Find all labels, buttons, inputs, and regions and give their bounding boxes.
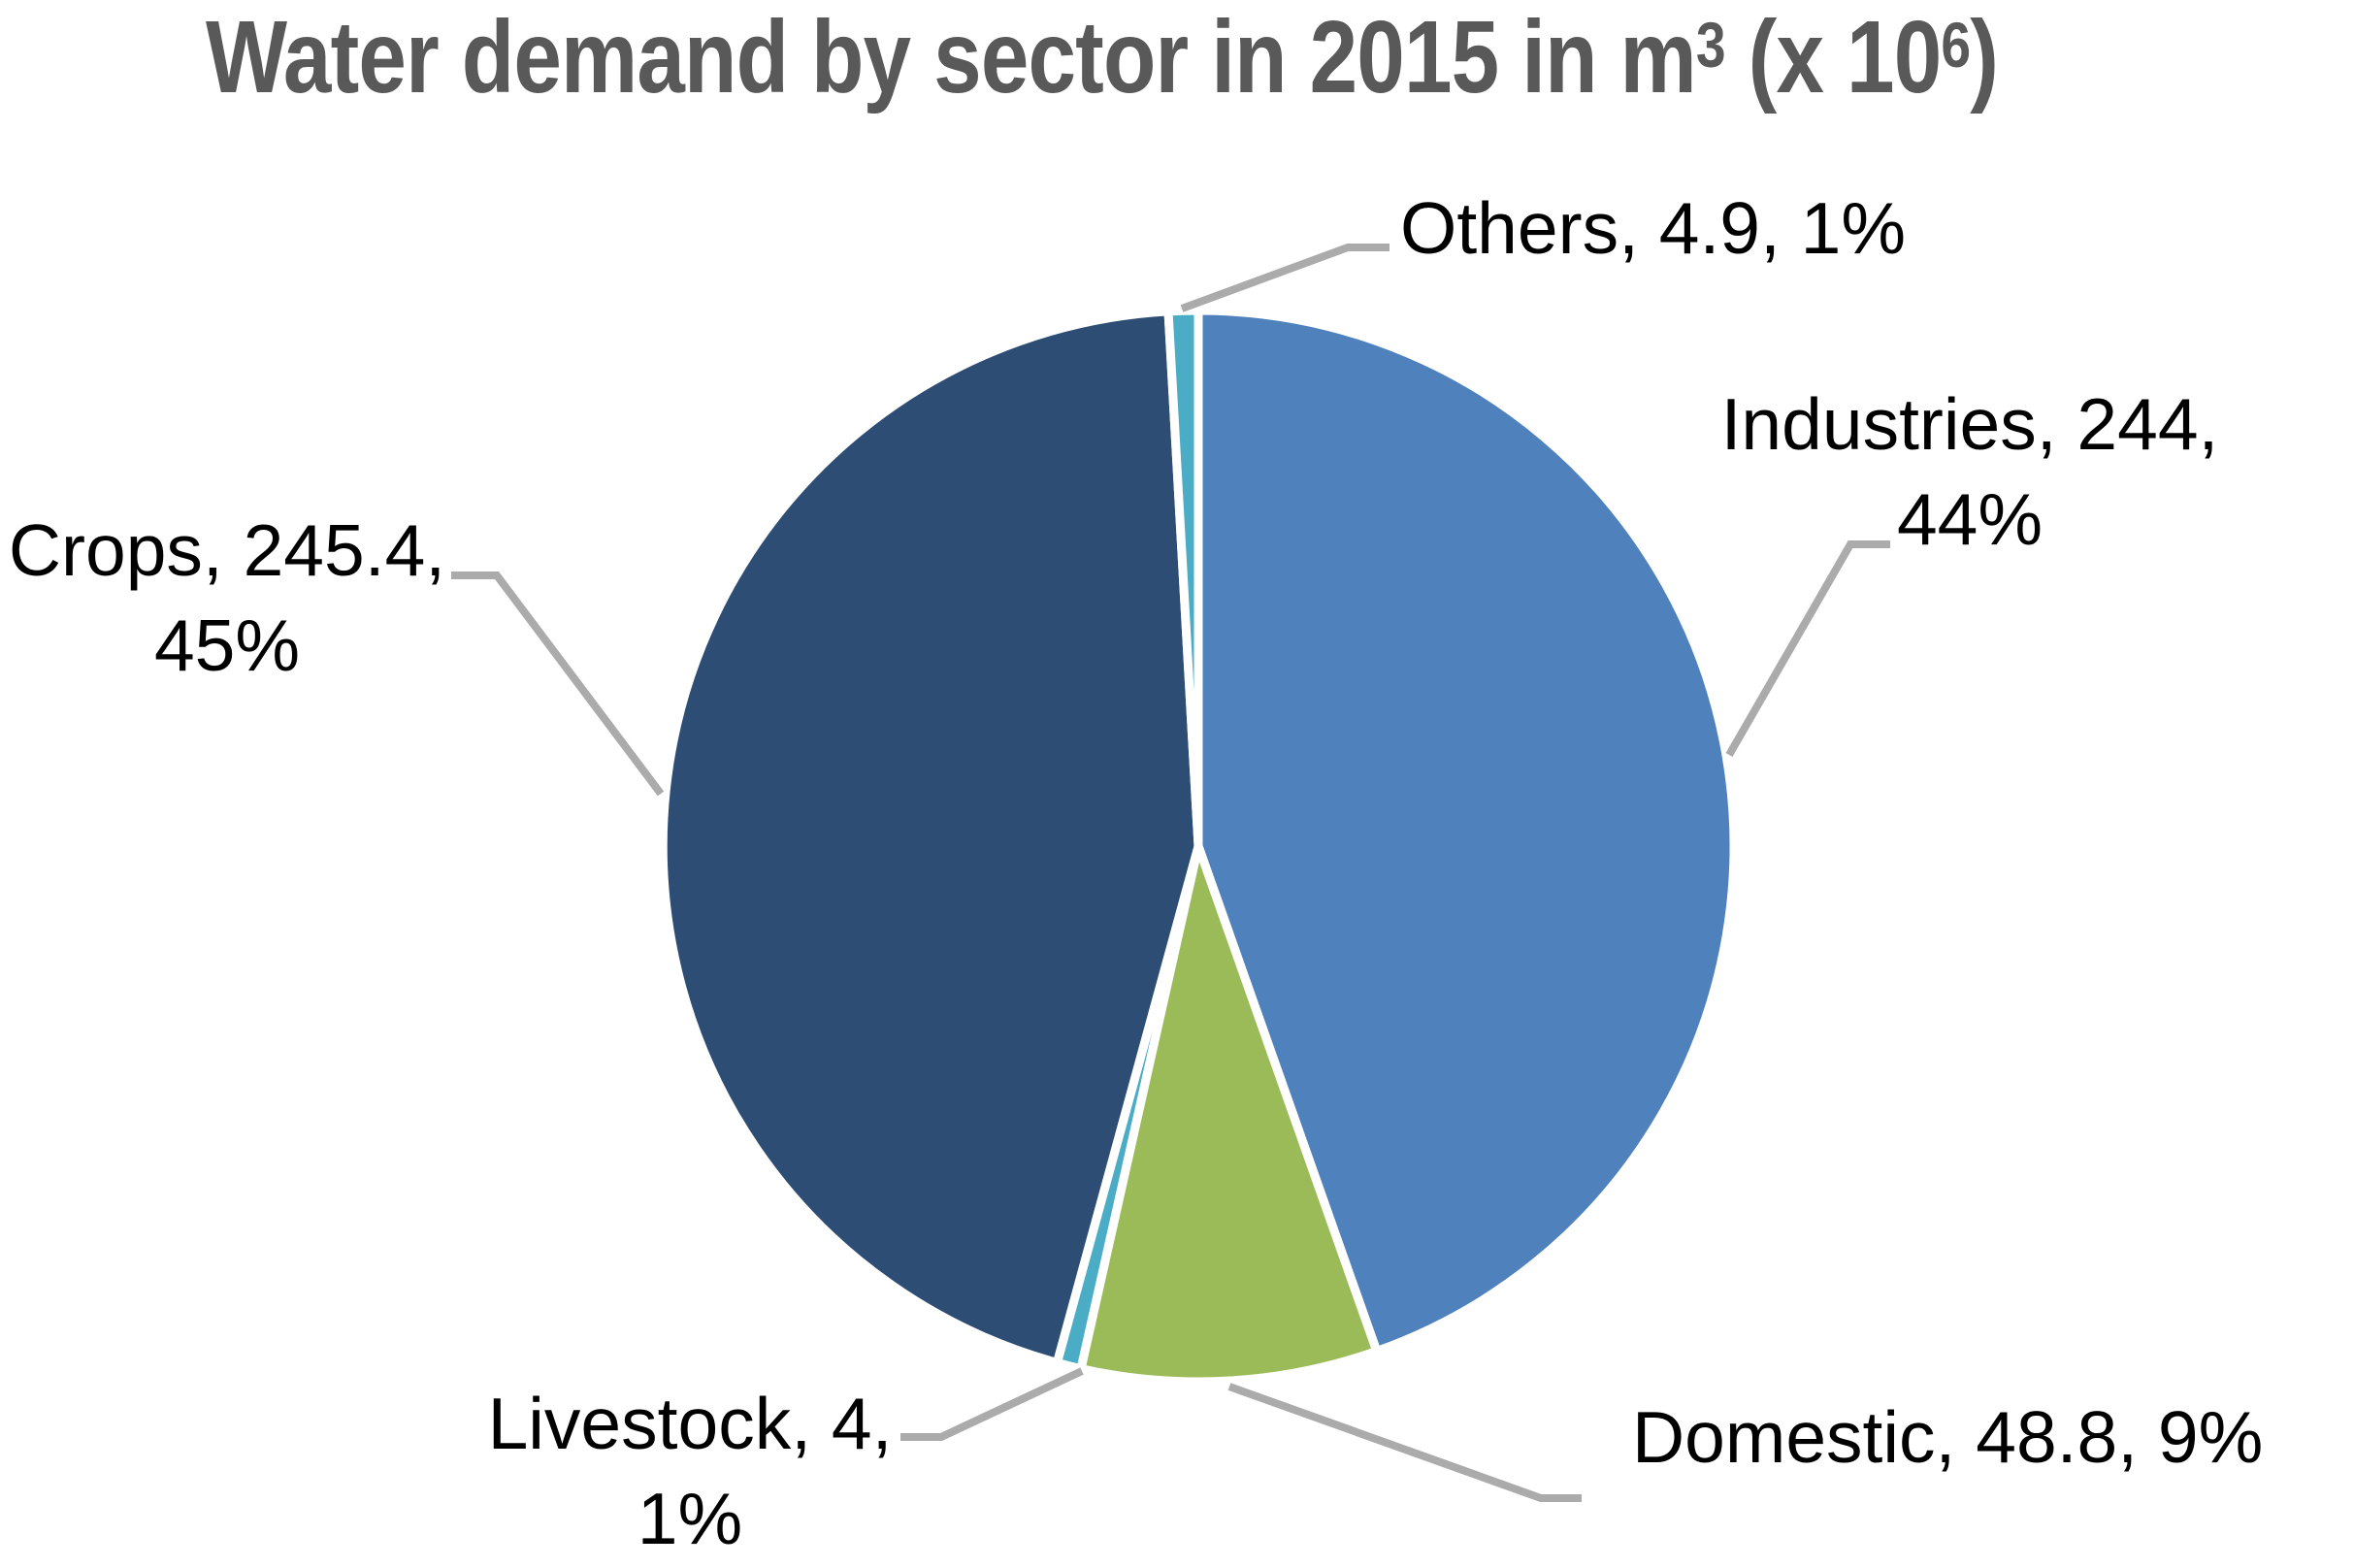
- slice-label-industries: Industries, 244, 44%: [1698, 376, 2241, 567]
- chart-title-superscript-6: 6: [1941, 9, 1971, 81]
- slice-label-livestock: Livestock, 4, 1%: [481, 1376, 899, 1566]
- pie-slice-crops: [658, 307, 1203, 1367]
- leader-line-livestock: [900, 1367, 1084, 1441]
- slice-label-line: Others, 4.9, 1%: [1400, 187, 1907, 269]
- leader-line-industries: [1725, 540, 1890, 757]
- pie-slice-industries: [1193, 306, 1739, 1356]
- slice-label-line: 44%: [1896, 478, 2043, 560]
- chart-title-text: (x 10: [1724, 0, 1943, 114]
- pie-slice-domestic: [1076, 841, 1382, 1387]
- slice-label-crops: Crops, 245.4, 45%: [0, 503, 454, 693]
- slice-label-line: Crops, 245.4,: [8, 509, 446, 591]
- leader-line-crops: [451, 572, 665, 797]
- slice-label-line: Domestic, 48.8, 9%: [1632, 1396, 2264, 1478]
- slice-label-line: Livestock, 4,: [487, 1383, 893, 1464]
- chart-title-superscript-3: 3: [1695, 9, 1726, 81]
- slice-label-line: Industries, 244,: [1720, 383, 2219, 465]
- chart-title-text: ): [1970, 0, 1999, 114]
- leader-line-domestic: [1227, 1383, 1582, 1502]
- chart-title: Water demand by sector in 2015 in m3 (x …: [206, 6, 1999, 122]
- slice-label-others: Others, 4.9, 1%: [1400, 180, 1906, 276]
- slice-label-domestic: Domestic, 48.8, 9%: [1632, 1389, 2263, 1485]
- leader-line-others: [1180, 244, 1390, 312]
- slice-label-line: 1%: [637, 1478, 743, 1559]
- chart-title-text: Water demand by sector in 2015 in m: [206, 0, 1697, 114]
- slice-label-line: 45%: [153, 604, 301, 686]
